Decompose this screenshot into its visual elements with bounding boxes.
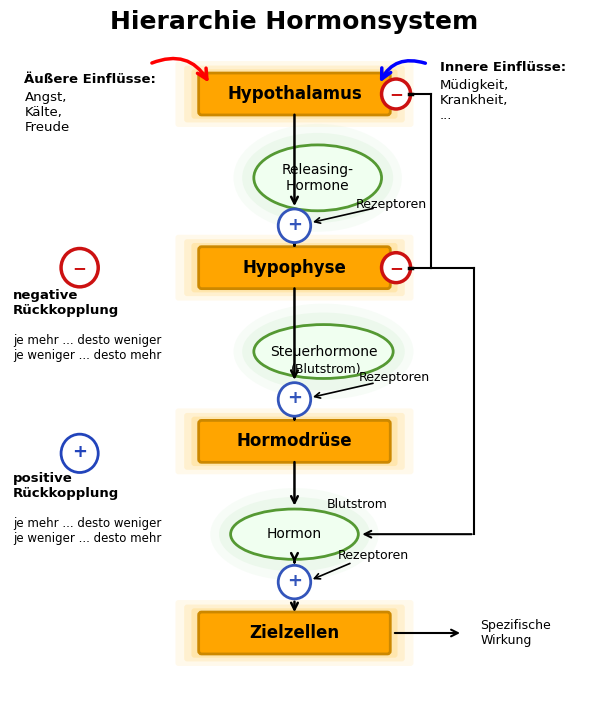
Text: (Blutstrom): (Blutstrom) [291,363,362,376]
Ellipse shape [242,313,405,390]
Text: Steuerhormone: Steuerhormone [270,345,377,358]
FancyBboxPatch shape [176,61,413,127]
Text: Äußere Einflüsse:: Äußere Einflüsse: [25,73,156,86]
Text: positive
Rückkopplung: positive Rückkopplung [13,473,119,500]
FancyBboxPatch shape [176,409,413,474]
Text: +: + [287,389,302,407]
FancyBboxPatch shape [199,612,391,654]
FancyBboxPatch shape [184,65,405,122]
Text: Hormodrüse: Hormodrüse [237,433,352,450]
Text: −: − [389,85,403,103]
Text: −: − [389,259,403,277]
Text: Angst,
Kälte,
Freude: Angst, Kälte, Freude [25,91,69,134]
Text: je mehr ... desto weniger
je weniger ... desto mehr: je mehr ... desto weniger je weniger ...… [13,518,161,545]
Circle shape [382,79,410,109]
Text: +: + [287,216,302,233]
Ellipse shape [219,497,370,571]
FancyBboxPatch shape [192,69,398,119]
Text: Hormon: Hormon [267,527,322,541]
FancyBboxPatch shape [176,600,413,666]
Text: Hypophyse: Hypophyse [243,259,346,277]
Circle shape [278,382,311,416]
FancyBboxPatch shape [192,417,398,466]
FancyBboxPatch shape [199,246,391,289]
Ellipse shape [234,124,402,232]
Ellipse shape [254,145,382,211]
Text: Zielzellen: Zielzellen [249,624,340,642]
Text: −: − [72,259,87,277]
Ellipse shape [231,509,358,559]
Ellipse shape [210,488,379,580]
Text: Innere Einflüsse:: Innere Einflüsse: [440,61,565,74]
Text: Rezeptoren: Rezeptoren [355,198,426,211]
FancyArrowPatch shape [152,58,207,79]
FancyBboxPatch shape [192,243,398,292]
Text: Rezeptoren: Rezeptoren [358,371,429,385]
FancyArrowPatch shape [382,61,425,79]
FancyBboxPatch shape [176,235,413,301]
Circle shape [382,253,410,283]
FancyBboxPatch shape [199,73,391,115]
Text: Blutstrom: Blutstrom [326,498,388,511]
FancyBboxPatch shape [199,420,391,462]
Ellipse shape [234,304,413,399]
FancyBboxPatch shape [184,413,405,470]
Circle shape [278,209,311,243]
Ellipse shape [242,133,393,222]
FancyBboxPatch shape [184,239,405,296]
Circle shape [61,249,98,287]
Circle shape [278,566,311,599]
Text: je mehr ... desto weniger
je weniger ... desto mehr: je mehr ... desto weniger je weniger ...… [13,334,161,361]
Text: negative
Rückkopplung: negative Rückkopplung [13,289,119,317]
Circle shape [61,434,98,473]
Text: Rezeptoren: Rezeptoren [338,550,409,562]
Ellipse shape [254,324,393,379]
Text: Releasing-
Hormone: Releasing- Hormone [282,163,353,193]
Text: Hierarchie Hormonsystem: Hierarchie Hormonsystem [110,10,479,34]
Text: Hypothalamus: Hypothalamus [227,85,362,103]
Text: +: + [287,572,302,590]
FancyBboxPatch shape [184,605,405,662]
Text: +: + [72,443,87,461]
FancyBboxPatch shape [192,608,398,658]
Text: Müdigkeit,
Krankheit,
...: Müdigkeit, Krankheit, ... [440,79,509,122]
Text: Spezifische
Wirkung: Spezifische Wirkung [480,619,551,647]
